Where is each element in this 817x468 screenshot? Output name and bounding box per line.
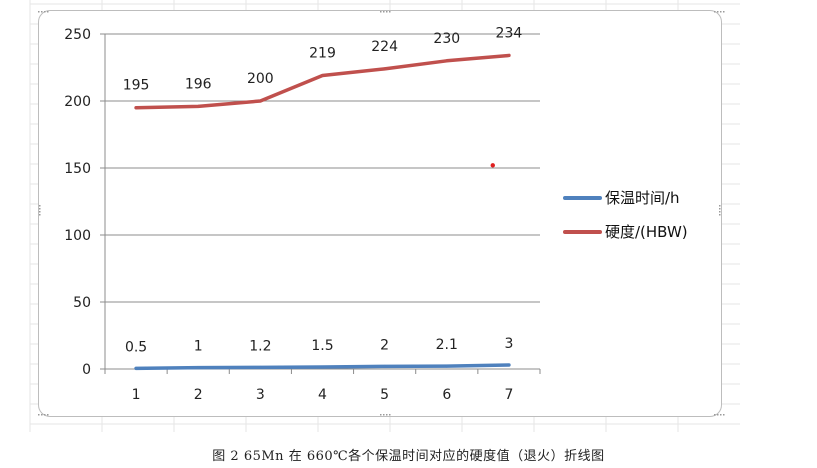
data-point: [321, 365, 324, 369]
legend-label-2: 硬度/(HBW): [605, 223, 688, 241]
data-labels: 0.5 1 1.2 1.5 2 2.1 3 195 196 200 219 224 230 234: [123, 25, 523, 355]
x-tick-label-3: 3: [256, 387, 265, 403]
data-label: 195: [123, 78, 150, 94]
data-label: 1.2: [249, 338, 271, 354]
data-label: 2.1: [436, 337, 458, 353]
x-axis-ticks: 1 2 3 4 5 6 7: [132, 387, 514, 403]
resize-handle[interactable]: [380, 11, 391, 13]
resize-handle[interactable]: [38, 414, 49, 416]
data-label: 2: [380, 337, 389, 353]
figure-caption: 图 2 65Mn 在 660℃各个保温时间对应的硬度值（退火）折线图: [212, 449, 605, 464]
data-point: [134, 106, 138, 110]
y-tick-label-50: 50: [73, 295, 91, 311]
data-point: [196, 104, 200, 108]
data-point: [445, 364, 449, 368]
data-label: 230: [433, 31, 460, 47]
x-tick-label-6: 6: [442, 387, 451, 403]
data-point: [258, 99, 262, 103]
data-label: 1.5: [311, 338, 333, 354]
resize-handle[interactable]: [380, 414, 391, 416]
x-tick-label-7: 7: [504, 387, 513, 403]
data-label: 219: [309, 46, 336, 62]
data-point: [321, 74, 324, 78]
chart-resize-handles: [38, 11, 725, 416]
x-tick-label-4: 4: [318, 387, 327, 403]
x-tick-label-1: 1: [132, 387, 141, 403]
y-tick-label-100: 100: [64, 228, 91, 244]
chart-area[interactable]: [38, 10, 722, 417]
data-label: 1: [194, 339, 203, 355]
resize-handle[interactable]: [38, 11, 49, 13]
data-label: 3: [504, 336, 513, 352]
resize-handle[interactable]: [714, 11, 725, 13]
data-label: 0.5: [125, 339, 147, 355]
legend: 保温时间/h 硬度/(HBW): [563, 189, 688, 241]
data-point: [258, 365, 262, 369]
resize-handle[interactable]: [719, 205, 721, 216]
y-tick-label-200: 200: [64, 94, 91, 110]
x-tick-label-5: 5: [380, 387, 389, 403]
data-point: [196, 366, 200, 370]
y-tick-label-150: 150: [64, 161, 91, 177]
y-tick-label-0: 0: [82, 362, 91, 378]
y-tick-label-250: 250: [64, 27, 91, 43]
data-point: [134, 366, 138, 370]
data-label: 200: [247, 71, 274, 87]
data-point: [383, 67, 387, 71]
data-point: [507, 363, 511, 367]
legend-label-1: 保温时间/h: [605, 189, 680, 207]
data-point: [383, 364, 387, 368]
data-label: 234: [496, 25, 523, 41]
series-layer: [134, 53, 511, 371]
axes: [100, 33, 541, 374]
resize-handle[interactable]: [39, 205, 41, 216]
data-point: [445, 59, 449, 63]
resize-handle[interactable]: [714, 414, 725, 416]
stray-data-point: [490, 163, 495, 168]
data-label: 196: [185, 76, 212, 92]
x-tick-label-2: 2: [194, 387, 203, 403]
gridlines: [105, 33, 540, 303]
data-label: 224: [371, 39, 398, 55]
y-axis-ticks: 0 50 100 150 200 250: [64, 27, 91, 378]
data-point: [507, 53, 511, 57]
